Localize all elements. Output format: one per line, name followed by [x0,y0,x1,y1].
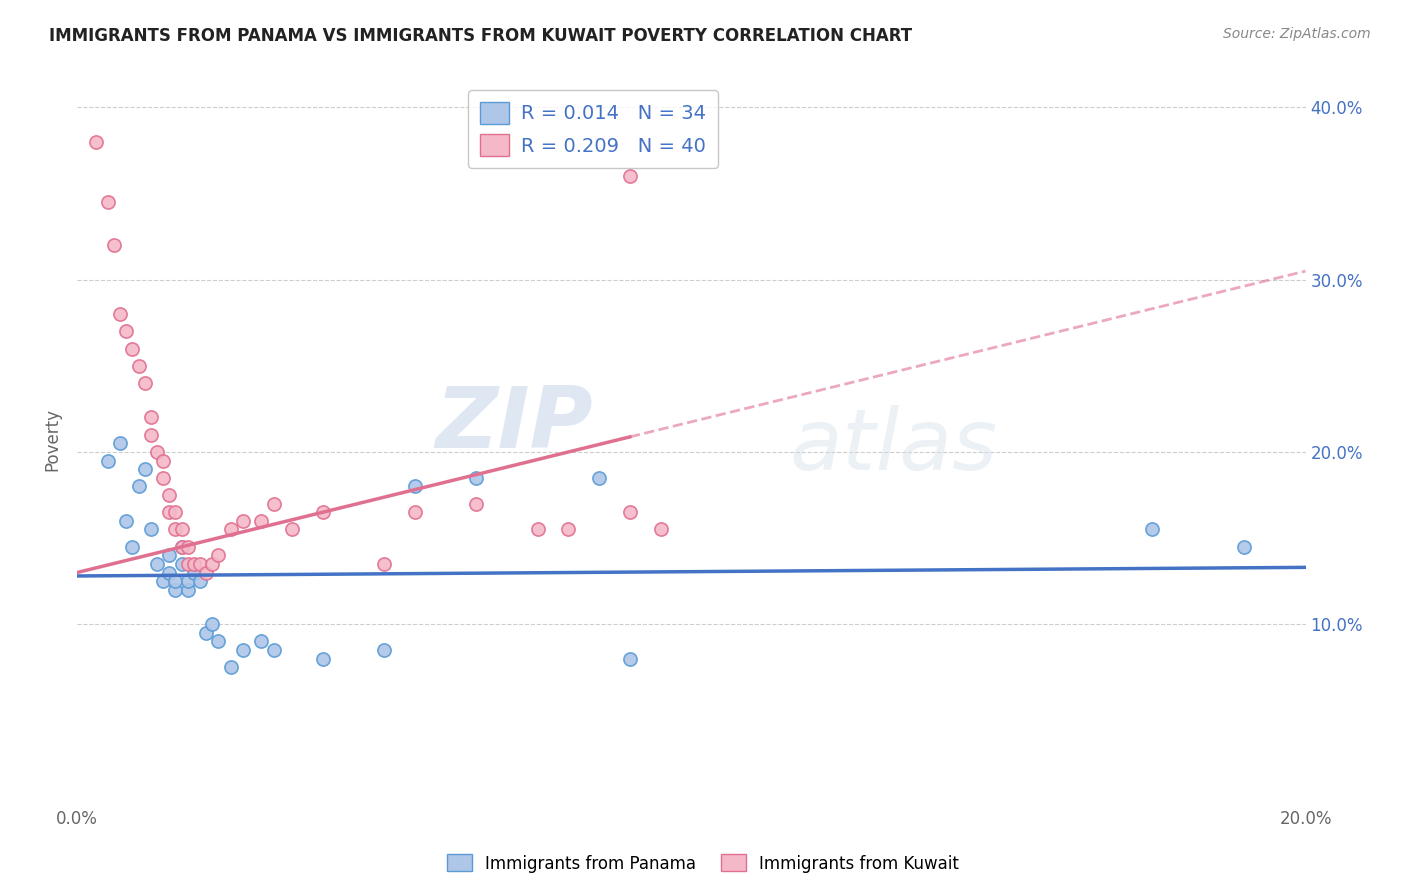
Point [103,238,125,252]
Point [188,574,211,589]
Point [115,514,138,528]
Point [170,523,193,537]
Point [650,523,672,537]
Point [183,566,205,580]
Point [146,445,169,459]
Point [128,479,150,493]
Point [139,427,162,442]
Point [121,342,143,356]
Point [121,540,143,554]
Point [170,557,193,571]
Point [139,410,162,425]
Point [526,523,548,537]
Point [312,505,335,519]
Y-axis label: Poverty: Poverty [44,408,60,470]
Point [1233,540,1256,554]
Point [201,557,224,571]
Point [165,505,187,519]
Point [373,643,395,657]
Point [232,514,254,528]
Point [219,660,242,674]
Point [312,651,335,665]
Point [157,488,180,502]
Point [165,582,187,597]
Point [373,557,395,571]
Point [152,574,174,589]
Point [157,549,180,563]
Point [170,540,193,554]
Point [1140,523,1163,537]
Point [176,574,198,589]
Point [176,557,198,571]
Point [170,540,193,554]
Point [152,453,174,467]
Point [108,307,131,321]
Point [195,566,218,580]
Text: IMMIGRANTS FROM PANAMA VS IMMIGRANTS FROM KUWAIT POVERTY CORRELATION CHART: IMMIGRANTS FROM PANAMA VS IMMIGRANTS FRO… [49,27,912,45]
Point [232,643,254,657]
Point [176,582,198,597]
Point [465,471,488,485]
Point [281,523,304,537]
Point [207,634,229,648]
Text: ZIP: ZIP [436,383,593,466]
Point [157,505,180,519]
Point [165,523,187,537]
Point [404,505,426,519]
Point [250,514,273,528]
Point [263,643,285,657]
Point [139,523,162,537]
Point [188,557,211,571]
Legend: Immigrants from Panama, Immigrants from Kuwait: Immigrants from Panama, Immigrants from … [440,847,966,880]
Point [152,471,174,485]
Point [207,549,229,563]
Point [195,625,218,640]
Point [165,574,187,589]
Point [250,634,273,648]
Point [263,497,285,511]
Point [134,462,156,476]
Point [557,523,579,537]
Text: atlas: atlas [790,405,998,488]
Point [465,497,488,511]
Point [115,324,138,338]
Point [157,566,180,580]
Point [588,471,610,485]
Point [619,651,641,665]
Text: Source: ZipAtlas.com: Source: ZipAtlas.com [1223,27,1371,41]
Point [134,376,156,390]
Point [108,436,131,450]
Legend: R = 0.014   N = 34, R = 0.209   N = 40: R = 0.014 N = 34, R = 0.209 N = 40 [468,90,717,168]
Point [97,453,120,467]
Point [619,169,641,184]
Point [97,195,120,210]
Point [146,557,169,571]
Point [183,557,205,571]
Point [201,617,224,632]
Point [404,479,426,493]
Point [84,135,107,149]
Point [128,359,150,373]
Point [176,540,198,554]
Point [219,523,242,537]
Point [619,505,641,519]
